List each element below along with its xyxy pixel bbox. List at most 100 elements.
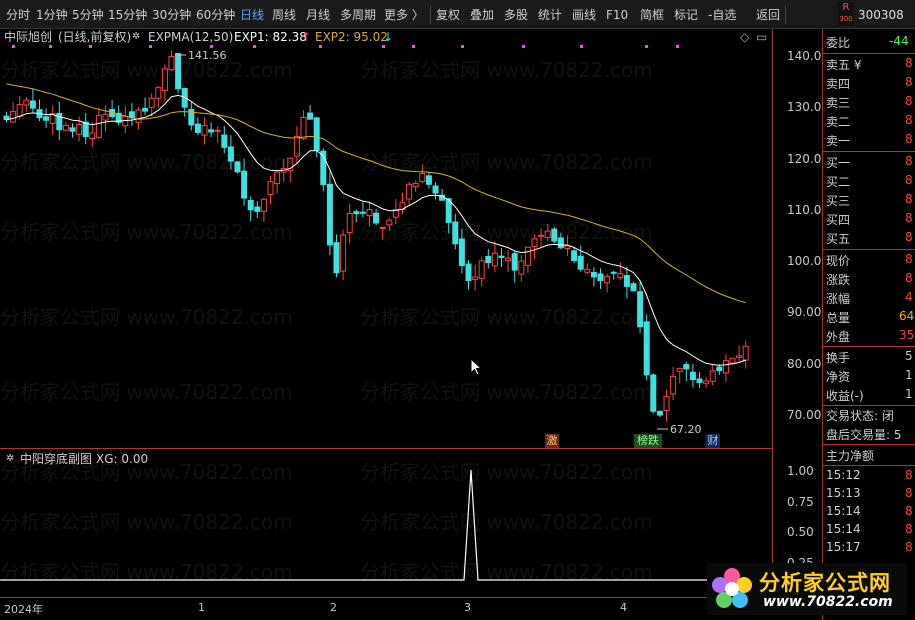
candle-body (181, 88, 188, 108)
tab-multi-period[interactable]: 多周期 (340, 8, 377, 22)
candle-body (742, 345, 749, 361)
ask3-label: 卖三 (826, 96, 851, 110)
candle-body (392, 208, 399, 218)
bid2-label: 买二 (826, 175, 851, 189)
signal-dots (12, 45, 679, 48)
tag-cai[interactable]: 财 (706, 434, 720, 448)
xg-label: XG: 0.00 (96, 452, 149, 466)
weibi-value: -44 (889, 34, 909, 48)
candle-body (419, 173, 426, 183)
watermark-text: 分析家公式网 www.70822.com (0, 460, 293, 484)
tab-15min[interactable]: 15分钟 (108, 8, 148, 22)
watchlist-button[interactable]: -自选 (708, 8, 737, 22)
candle-body (10, 111, 17, 123)
tab-1min[interactable]: 1分钟 (36, 8, 68, 22)
signal-dot (412, 45, 415, 48)
divider (823, 444, 915, 445)
x-tick: 3 (464, 601, 471, 614)
candle-body (346, 212, 353, 234)
diamond-icon[interactable]: ◇ (740, 30, 750, 44)
candle-body (194, 123, 201, 133)
stat-value: 64 (899, 309, 915, 323)
watermark-text: 分析家公式网 www.70822.com (360, 380, 653, 404)
candle-body (320, 150, 327, 186)
window-icon[interactable]: ▭ (756, 30, 768, 44)
stats-button[interactable]: 统计 (538, 8, 563, 22)
candle-body (544, 230, 551, 239)
more-menu[interactable]: 更多 〉 (384, 8, 424, 22)
back-button[interactable]: 返回 (756, 8, 781, 22)
watermark-text: 分析家公式网 www.70822.com (0, 58, 293, 82)
candle-body (630, 283, 637, 292)
candle-body (221, 134, 228, 148)
stat-label: 涨跌 (826, 273, 851, 287)
book-value: 8 (905, 94, 913, 108)
tab-60min[interactable]: 60分钟 (196, 8, 236, 22)
watermark-text: 分析家公式网 www.70822.com (360, 220, 653, 244)
candle-body (571, 250, 578, 262)
tick-value: 8 (905, 522, 913, 536)
divider (823, 465, 915, 466)
tag-ji[interactable]: 激 (545, 434, 559, 448)
candle-body (168, 55, 175, 71)
tick-value: 8 (905, 486, 913, 500)
x-tick: 2024年 (4, 603, 43, 616)
signal-dot (89, 45, 92, 48)
bid3-label: 买三 (826, 194, 851, 208)
flow-title[interactable]: 主力净额 (826, 449, 875, 463)
candle-body (505, 257, 512, 262)
signal-dot (645, 45, 648, 48)
main-kline-chart[interactable]: 中际旭创 (日线,前复权) ✲ EXPMA(12,50) EXP1: 82.38… (0, 29, 772, 449)
candle-body (16, 104, 23, 117)
candle-body (412, 182, 419, 187)
high-price-label: 141.56 (188, 49, 227, 62)
price-tick: 130.0 (787, 100, 822, 114)
logo-title: 分析家公式网 (759, 571, 891, 595)
candle-body (623, 275, 630, 287)
candle-body (201, 125, 208, 136)
ask2-label: 卖二 (826, 115, 851, 129)
tab-monthly[interactable]: 月线 (306, 8, 331, 22)
candle-body (425, 175, 432, 185)
watermark-text: 分析家公式网 www.70822.com (360, 58, 653, 82)
tag-bangdie[interactable]: 榜跌 (634, 434, 662, 448)
mark-button[interactable]: 标记 (674, 8, 699, 22)
overlay-button[interactable]: 叠加 (470, 8, 495, 22)
watermark-text: 分析家公式网 www.70822.com (360, 150, 653, 174)
indicator-name[interactable]: EXPMA(12,50) (148, 30, 234, 44)
tab-daily[interactable]: 日线 (240, 8, 265, 22)
signal-dot (461, 45, 464, 48)
candle-body (650, 374, 657, 412)
r-badge-letter: R (842, 2, 850, 13)
gear-icon[interactable]: ✲ (132, 31, 141, 42)
sub-indicator-chart[interactable]: ✲ 中阳穿底副图 XG: 0.00 分析家公式网 www.70822.com 分析… (0, 449, 772, 597)
bid4-label: 买四 (826, 213, 851, 227)
tab-weekly[interactable]: 周线 (272, 8, 297, 22)
candle-body (234, 161, 241, 173)
candle-body (260, 198, 267, 212)
f10-button[interactable]: F10 (606, 8, 629, 22)
candle-body (478, 260, 485, 279)
candle-body (69, 127, 76, 132)
simple-frame-button[interactable]: 简框 (640, 8, 665, 22)
tab-5min[interactable]: 5分钟 (72, 8, 104, 22)
gear-icon[interactable]: ✲ (6, 453, 15, 464)
draw-line-button[interactable]: 画线 (572, 8, 597, 22)
candle-body (709, 370, 716, 382)
candle-body (689, 371, 696, 381)
sub-indicator-name[interactable]: 中阳穿底副图 (20, 452, 93, 466)
tick-time: 15:13 (826, 486, 861, 500)
stat-label: 现价 (826, 254, 851, 268)
candle-body (62, 124, 69, 131)
tick-value: 8 (905, 504, 913, 518)
tab-30min[interactable]: 30分钟 (152, 8, 192, 22)
tab-fenshi[interactable]: 分时 (6, 8, 31, 22)
candle-body (656, 410, 663, 416)
multi-stock-button[interactable]: 多股 (504, 8, 529, 22)
fuquan-button[interactable]: 复权 (436, 8, 461, 22)
price-axis: 140.0 130.0 120.0 110.0 100.0 90.00 80.0… (772, 29, 822, 597)
x-tick: 2 (330, 601, 337, 614)
stat-label: 收益(-) (826, 389, 864, 403)
watermark-text: 分析家公式网 www.70822.com (0, 220, 293, 244)
candle-body (293, 135, 300, 157)
